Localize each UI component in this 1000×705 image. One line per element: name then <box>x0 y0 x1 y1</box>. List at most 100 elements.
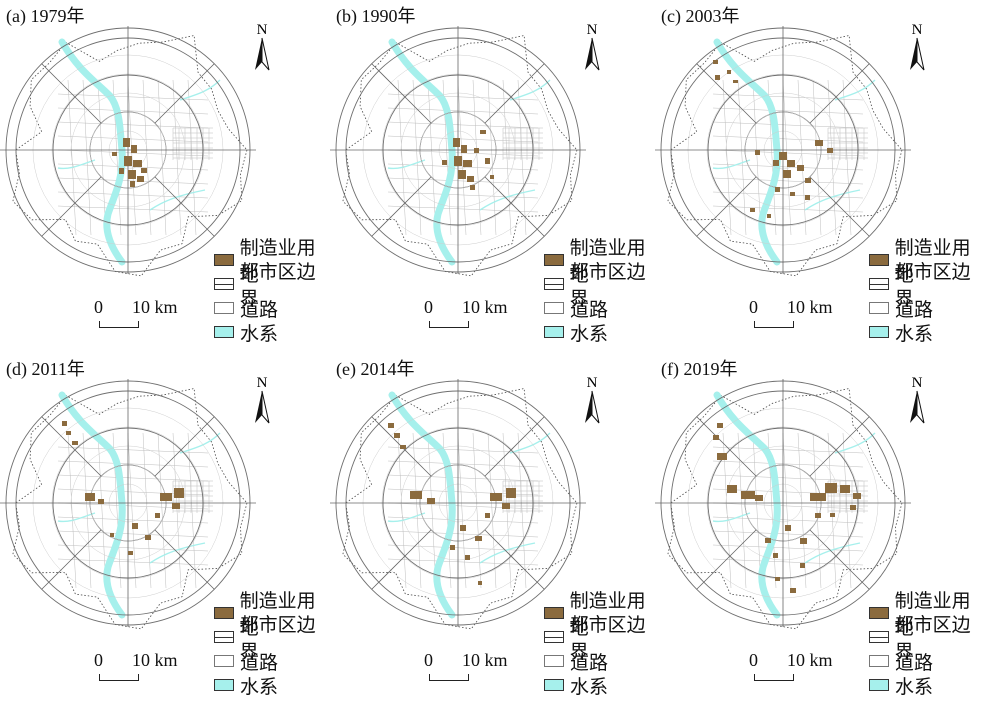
legend-boundary-label: 都市区边界 <box>569 614 646 663</box>
north-arrow-label: N <box>912 22 923 38</box>
north-arrow-right-icon <box>591 37 600 71</box>
legend-manufacturing: 制造业用地 <box>544 237 663 286</box>
legend-roads-label: 道路 <box>240 651 279 674</box>
legend-boundary: 都市区边界 <box>869 614 988 663</box>
map-panel: (f) 2019年 N 制造业用地 都市区边界 道路 水系 0 10 km <box>655 353 988 705</box>
manufacturing-patch <box>450 545 455 550</box>
legend-water-label: 水系 <box>570 675 609 698</box>
map-canvas <box>330 26 586 277</box>
north-arrow-left-icon <box>255 391 262 423</box>
legend-boundary: 都市区边界 <box>214 614 333 663</box>
manufacturing-patch <box>733 80 738 83</box>
manufacturing-patch <box>458 170 466 179</box>
manufacturing-patch <box>805 195 810 200</box>
sector-line <box>809 63 870 124</box>
manufacturing-patch <box>155 513 160 518</box>
district-boundary <box>342 35 578 277</box>
north-arrow: N <box>905 20 929 74</box>
sector-line <box>696 63 757 124</box>
legend-roads: 道路 <box>544 296 663 321</box>
manufacturing-patch <box>790 588 796 593</box>
legend-boundary: 都市区边界 <box>544 261 663 310</box>
manufacturing-patch <box>131 145 137 153</box>
manufacturing-patch <box>66 431 71 435</box>
legend-manufacturing-swatch <box>214 254 234 266</box>
sector-line <box>41 529 102 590</box>
manufacturing-land <box>388 423 516 585</box>
manufacturing-patch <box>765 538 771 543</box>
legend-manufacturing: 制造业用地 <box>214 590 333 639</box>
manufacturing-patch <box>840 485 850 493</box>
legend-manufacturing-swatch <box>544 607 564 619</box>
scale-zero: 0 <box>424 650 433 670</box>
manufacturing-patch <box>815 140 823 146</box>
map-panel: (c) 2003年 N 制造业用地 都市区边界 道路 水系 0 10 km <box>655 0 988 352</box>
legend-boundary-swatch <box>544 631 564 643</box>
manufacturing-patch <box>750 208 755 212</box>
legend-water-swatch <box>869 326 889 338</box>
manufacturing-land <box>713 423 861 593</box>
map-panel: (d) 2011年 N 制造业用地 都市区边界 道路 水系 0 10 km <box>0 353 333 705</box>
manufacturing-patch <box>480 130 486 134</box>
manufacturing-patch <box>800 563 805 568</box>
scale-bar-line <box>754 674 794 681</box>
scale-bar-line <box>754 321 794 328</box>
manufacturing-patch <box>490 175 494 179</box>
north-arrow-label: N <box>587 375 598 391</box>
manufacturing-patch <box>773 160 779 166</box>
legend-manufacturing-swatch <box>869 254 889 266</box>
north-arrow-left-icon <box>910 391 917 423</box>
manufacturing-patch <box>490 493 502 501</box>
legend-boundary-label: 都市区边界 <box>569 261 646 310</box>
manufacturing-patch <box>502 503 510 509</box>
road-network <box>712 79 868 236</box>
legend-manufacturing: 制造业用地 <box>869 237 988 286</box>
manufacturing-patch <box>98 499 104 504</box>
manufacturing-patch <box>485 158 490 164</box>
scale-zero: 0 <box>749 297 758 317</box>
scale-bar-line <box>99 674 139 681</box>
manufacturing-patch <box>717 453 727 460</box>
scale-ten: 10 km <box>462 297 508 317</box>
manufacturing-patch <box>427 498 435 504</box>
legend-manufacturing-label: 制造业用地 <box>569 237 646 286</box>
north-arrow-left-icon <box>585 391 592 423</box>
legend-boundary: 都市区边界 <box>214 261 333 310</box>
legend: 制造业用地 都市区边界 道路 水系 <box>544 590 663 698</box>
legend-water-swatch <box>544 326 564 338</box>
legend-water: 水系 <box>869 320 988 345</box>
scale-zero: 0 <box>749 650 758 670</box>
manufacturing-patch <box>474 148 479 153</box>
manufacturing-patch <box>461 145 467 153</box>
manufacturing-patch <box>388 423 394 428</box>
manufacturing-patch <box>454 156 462 166</box>
sector-line <box>154 416 215 477</box>
legend-water-swatch <box>214 679 234 691</box>
north-arrow-left-icon <box>255 38 262 70</box>
manufacturing-patch <box>475 536 482 541</box>
manufacturing-patch <box>174 488 184 498</box>
sector-line <box>41 63 102 124</box>
legend: 制造业用地 都市区边界 道路 水系 <box>544 237 663 345</box>
map-panel: (b) 1990年 N 制造业用地 都市区边界 道路 水系 0 10 km <box>330 0 663 352</box>
legend-manufacturing: 制造业用地 <box>544 590 663 639</box>
scale-bar: 0 10 km <box>88 295 178 335</box>
legend-roads-label: 道路 <box>895 651 934 674</box>
legend-water-swatch <box>214 326 234 338</box>
manufacturing-patch <box>775 187 780 192</box>
manufacturing-land <box>442 130 494 190</box>
manufacturing-patch <box>119 168 124 174</box>
manufacturing-patch <box>727 485 737 493</box>
manufacturing-patch <box>123 138 130 147</box>
legend-roads-label: 道路 <box>570 298 609 321</box>
manufacturing-land <box>112 138 147 187</box>
manufacturing-patch <box>810 493 826 501</box>
manufacturing-patch <box>790 192 795 196</box>
legend-manufacturing-label: 制造业用地 <box>894 590 971 639</box>
manufacturing-land <box>713 60 833 218</box>
manufacturing-patch <box>773 553 778 558</box>
scale-zero: 0 <box>94 297 103 317</box>
legend-water-swatch <box>869 679 889 691</box>
legend-water: 水系 <box>214 673 333 698</box>
panel-title: (a) 1979年 <box>6 6 85 26</box>
